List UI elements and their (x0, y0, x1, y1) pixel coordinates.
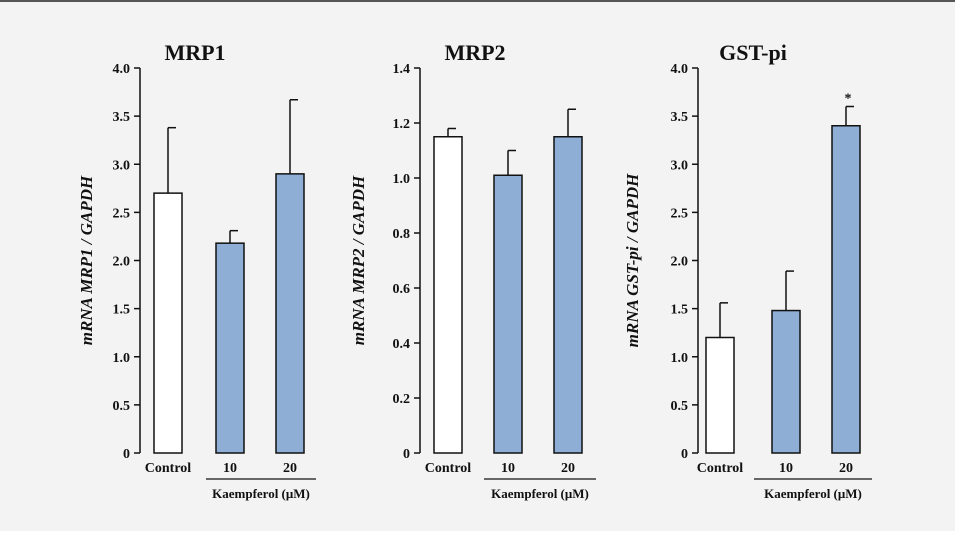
group-label: Kaempferol (μM) (491, 486, 589, 501)
x-category-label: 20 (561, 461, 575, 476)
y-tick-label: 0.2 (393, 392, 411, 407)
x-category-label: 10 (223, 461, 237, 476)
chart-title: GST-pi (719, 40, 787, 65)
bar-kaempferol-20 (275, 173, 305, 454)
y-tick-label: 0.5 (671, 399, 689, 414)
y-tick-label: 0 (403, 447, 410, 462)
y-tick-label: 2.0 (671, 255, 689, 270)
y-tick-label: 4.0 (113, 62, 131, 77)
bar-control (153, 192, 183, 454)
bar-control (433, 136, 463, 454)
y-tick-label: 1.5 (671, 303, 689, 318)
y-tick-label: 2.5 (671, 206, 689, 221)
y-tick-label: 0.4 (393, 337, 411, 352)
y-tick-label: 3.0 (113, 158, 131, 173)
chart-panel-gst-pi: GST-pi 0 0.5 1.0 1.5 2.0 2.5 3.0 3.5 4.0 mRNA GST-… (623, 40, 872, 501)
y-tick-label: 3.0 (671, 158, 689, 173)
group-label: Kaempferol (μM) (764, 486, 862, 501)
y-tick-label: 0 (681, 447, 688, 462)
y-tick-label: 1.0 (671, 351, 689, 366)
y-tick-label: 0.8 (393, 227, 411, 242)
bar-kaempferol-20 (553, 136, 583, 454)
y-tick-label: 1.2 (393, 117, 411, 132)
x-category-label: Control (145, 461, 192, 476)
significance-marker: * (845, 92, 852, 107)
y-tick-label: 3.5 (671, 110, 689, 125)
y-tick-label: 0.5 (113, 399, 131, 414)
y-tick-label: 1.0 (393, 172, 411, 187)
y-tick-label: 1.0 (113, 351, 131, 366)
x-category-label: 20 (283, 461, 297, 476)
chart-panel-mrp1: MRP1 0 0.5 1.0 1.5 2.0 2.5 3.0 3.5 4.0 mRNA MRP1 /… (77, 40, 316, 501)
bar-kaempferol-20 (831, 125, 861, 454)
y-tick-label: 2.5 (113, 206, 131, 221)
chart-title: MRP1 (164, 40, 225, 65)
x-category-label: Control (697, 461, 744, 476)
chart-title: MRP2 (444, 40, 505, 65)
y-axis-label: mRNA MRP1 / GAPDH (77, 175, 96, 345)
x-category-label: 20 (839, 461, 853, 476)
bar-kaempferol-10 (215, 242, 245, 454)
y-tick-label: 0.6 (393, 282, 411, 297)
y-axis-label: mRNA MRP2 / GAPDH (349, 175, 368, 345)
y-tick-label: 2.0 (113, 255, 131, 270)
y-tick-label: 1.5 (113, 303, 131, 318)
y-tick-label: 1.4 (393, 62, 411, 77)
x-category-label: 10 (501, 461, 515, 476)
x-category-label: 10 (779, 461, 793, 476)
y-axis-label: mRNA GST-pi / GAPDH (623, 173, 642, 347)
bar-kaempferol-10 (771, 309, 801, 454)
y-tick-label: 0 (123, 447, 130, 462)
bar-control (705, 336, 735, 454)
y-tick-label: 3.5 (113, 110, 131, 125)
chart-panel-mrp2: MRP2 0 0.2 0.4 0.6 0.8 1.0 1.2 1.4 mRNA MRP2 / GA… (349, 40, 596, 501)
y-tick-label: 4.0 (671, 62, 689, 77)
bar-kaempferol-10 (493, 174, 523, 454)
group-label: Kaempferol (μM) (212, 486, 310, 501)
x-category-label: Control (425, 461, 472, 476)
